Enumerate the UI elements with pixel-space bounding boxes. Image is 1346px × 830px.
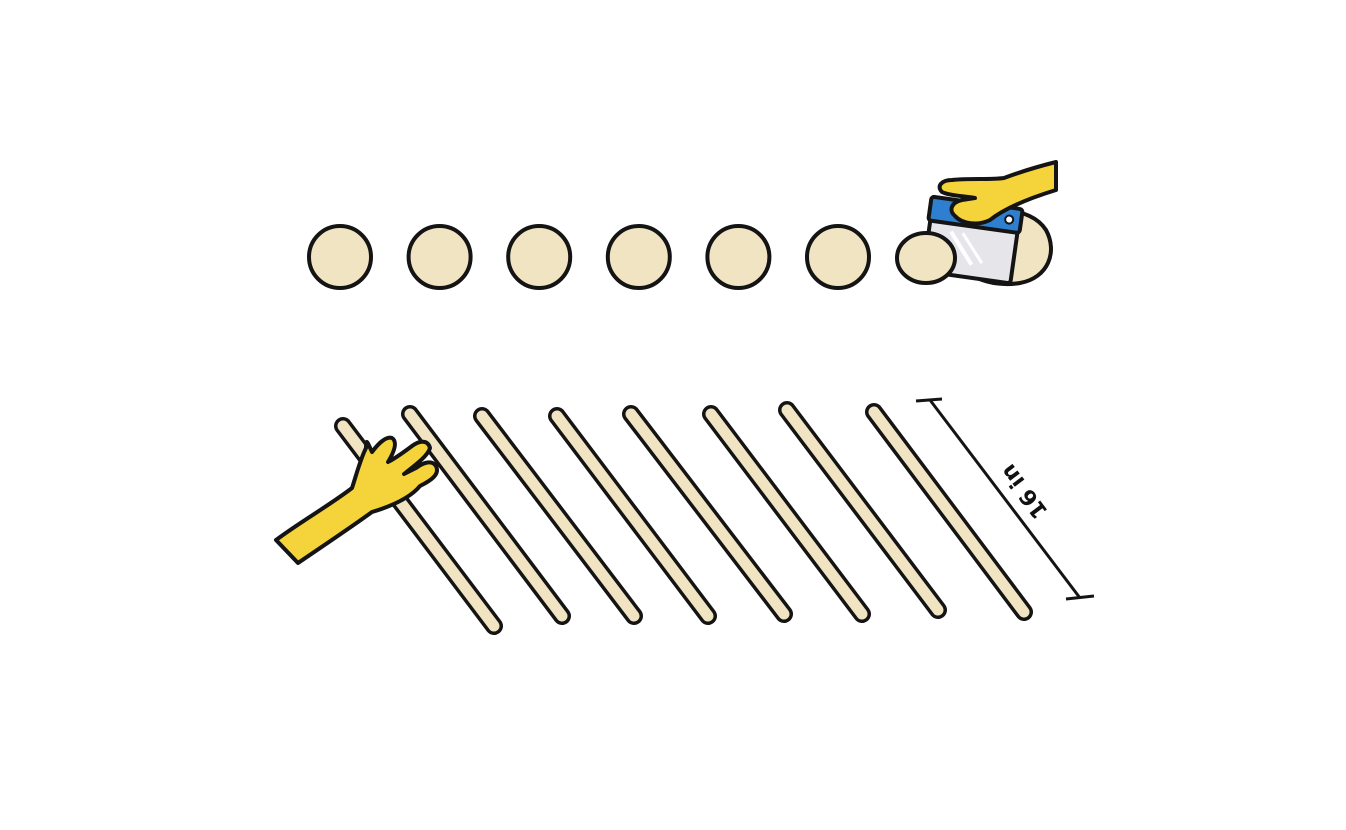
dough-ball — [805, 224, 871, 290]
dough-rope — [778, 401, 947, 619]
measurement-line — [928, 399, 1082, 599]
rolling-hand — [274, 435, 439, 565]
measurement-cap-top — [915, 397, 943, 403]
scraper-hand — [937, 160, 1058, 226]
dough-rope — [401, 405, 571, 625]
dough-rope — [622, 405, 793, 623]
dough-balls-row — [307, 224, 871, 290]
dough-ropes-row — [334, 401, 1033, 635]
dough-ball — [705, 224, 772, 290]
dough-ball — [307, 224, 373, 290]
dough-ball — [506, 224, 573, 290]
dough-ball — [605, 224, 672, 290]
hand-with-bench-scraper-icon — [895, 160, 1058, 286]
cut-dough-piece — [895, 231, 957, 285]
dough-rope — [702, 405, 871, 623]
hand-rolling-dough-icon — [274, 435, 439, 565]
measurement-label: 16 in — [996, 459, 1053, 523]
measurement-cap-bottom — [1065, 594, 1095, 601]
dough-rope — [473, 407, 643, 625]
dough-rope — [548, 407, 717, 625]
dough-ball — [406, 224, 473, 290]
dough-rope — [865, 403, 1033, 621]
